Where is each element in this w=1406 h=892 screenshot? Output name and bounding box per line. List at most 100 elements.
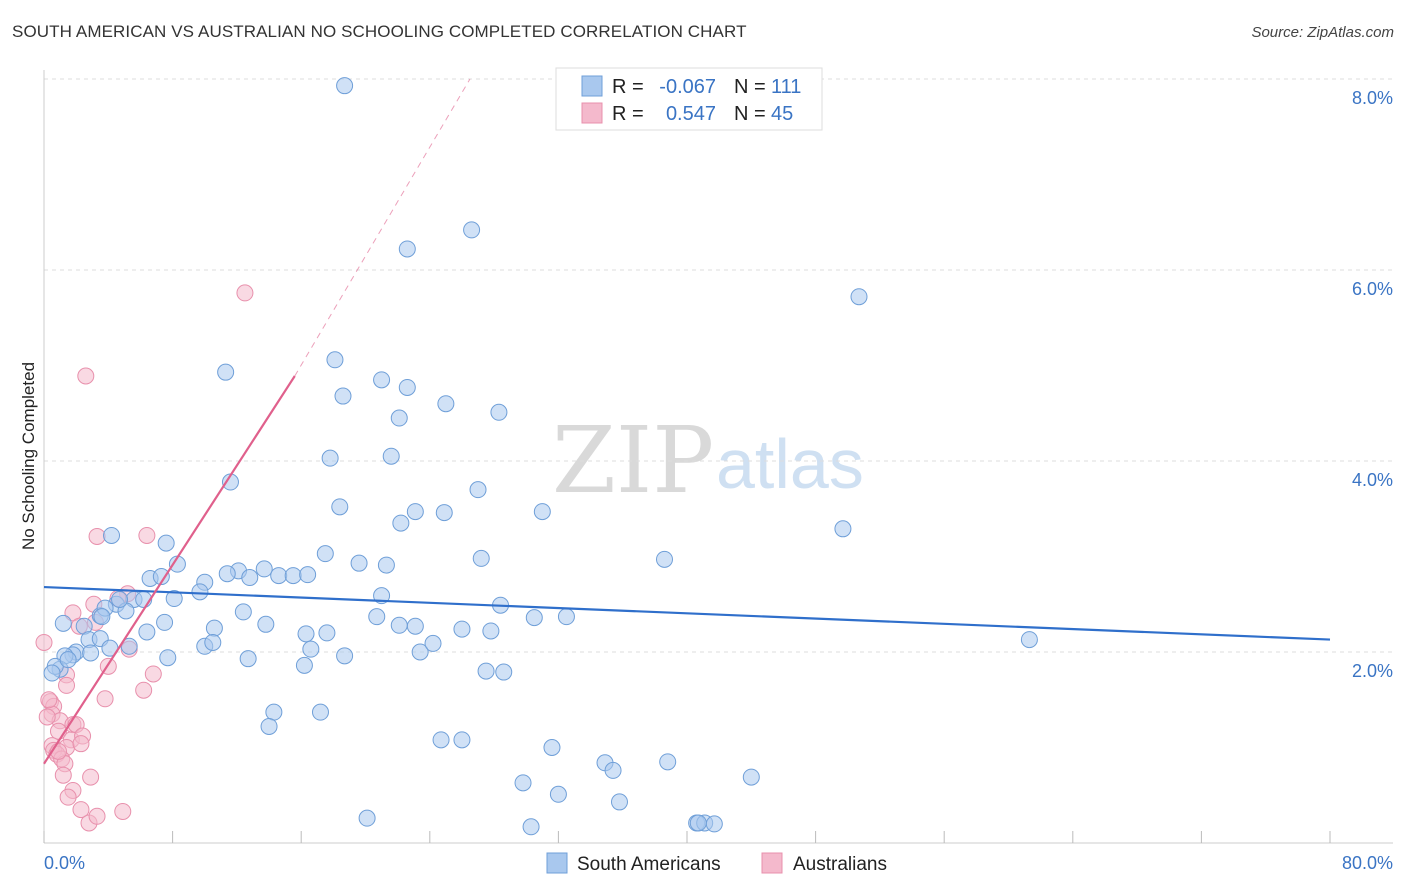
watermark-atlas: atlas bbox=[716, 425, 864, 503]
south-american-point bbox=[318, 624, 336, 642]
south-american-point bbox=[336, 77, 354, 95]
australian-point bbox=[38, 708, 56, 726]
south-american-point bbox=[326, 351, 344, 369]
south-american-point bbox=[424, 634, 442, 652]
legend-n-label: N = bbox=[734, 103, 766, 125]
south-american-point bbox=[54, 614, 72, 632]
south-american-point bbox=[549, 785, 567, 803]
south-american-point bbox=[742, 768, 760, 786]
australian-point bbox=[88, 807, 106, 825]
south-american-point bbox=[316, 545, 334, 563]
series-legend: South Americans Australians bbox=[546, 852, 887, 875]
south-american-point bbox=[495, 663, 513, 681]
australian-point bbox=[35, 633, 53, 651]
south-american-point bbox=[604, 761, 622, 779]
stats-legend: R = -0.067 N = 111 R = 0.547 N = 45 bbox=[555, 67, 823, 131]
south-american-point bbox=[295, 656, 313, 674]
south-american-point bbox=[453, 731, 471, 749]
south-american-point bbox=[390, 616, 408, 634]
australian-point bbox=[54, 766, 72, 784]
south-american-point bbox=[435, 504, 453, 522]
australian-point bbox=[77, 367, 95, 385]
south-american-point bbox=[453, 620, 471, 638]
australian-point bbox=[114, 802, 132, 820]
south-american-point bbox=[257, 615, 275, 633]
south-american-point bbox=[377, 556, 395, 574]
south-american-point bbox=[217, 363, 235, 381]
south-american-point bbox=[156, 613, 174, 631]
south-american-point bbox=[557, 608, 575, 626]
south-american-point bbox=[157, 534, 175, 552]
australian-point bbox=[96, 690, 114, 708]
south-american-point bbox=[437, 395, 455, 413]
australian-point bbox=[58, 676, 76, 694]
australians-points bbox=[35, 284, 254, 832]
south-american-point bbox=[59, 651, 77, 669]
trend-lines bbox=[43, 78, 1331, 765]
south-american-point bbox=[331, 498, 349, 516]
south-american-point bbox=[373, 371, 391, 389]
south-american-point bbox=[490, 403, 508, 421]
australian-point bbox=[144, 665, 162, 683]
legend-r-value: -0.067 bbox=[659, 76, 716, 98]
south-american-point bbox=[411, 643, 429, 661]
y-tick-label: 2.0% bbox=[1352, 661, 1393, 681]
south-american-point bbox=[241, 569, 259, 587]
x-tick-label-min: 0.0% bbox=[44, 853, 85, 873]
legend-r-label: R = bbox=[612, 76, 644, 98]
australian-point bbox=[40, 691, 58, 709]
legend-swatch-pink bbox=[581, 102, 603, 124]
south-american-point bbox=[265, 703, 283, 721]
south-american-point bbox=[463, 221, 481, 239]
australians-trend-extension bbox=[294, 78, 471, 377]
australian-point bbox=[82, 768, 100, 786]
australian-point bbox=[138, 526, 156, 544]
south-american-point bbox=[270, 567, 288, 585]
south-american-point bbox=[406, 503, 424, 521]
south-american-point bbox=[659, 753, 677, 771]
watermark-zip: ZIP bbox=[552, 407, 714, 514]
south-american-point bbox=[138, 623, 156, 641]
south-american-point bbox=[255, 560, 273, 578]
south-american-point bbox=[850, 288, 868, 306]
south-american-point bbox=[43, 664, 61, 682]
south-american-point bbox=[482, 622, 500, 640]
south-americans-points bbox=[43, 77, 1038, 836]
south-american-point bbox=[297, 625, 315, 643]
legend-r-value: 0.547 bbox=[666, 103, 716, 125]
y-tick-label: 6.0% bbox=[1352, 279, 1393, 299]
australian-point bbox=[135, 681, 153, 699]
legend-swatch-blue bbox=[581, 75, 603, 97]
south-american-point bbox=[152, 568, 170, 586]
south-american-point bbox=[469, 481, 487, 499]
south-american-point bbox=[655, 550, 673, 568]
y-tick-label: 4.0% bbox=[1352, 470, 1393, 490]
legend-r-label: R = bbox=[612, 103, 644, 125]
south-american-point bbox=[350, 554, 368, 572]
chart-title: SOUTH AMERICAN VS AUSTRALIAN NO SCHOOLIN… bbox=[12, 22, 747, 41]
legend-n-label: N = bbox=[734, 76, 766, 98]
south-american-point bbox=[159, 649, 177, 667]
south-americans-trend-line bbox=[43, 585, 1331, 641]
south-american-point bbox=[82, 644, 100, 662]
y-tick-labels: 2.0% 4.0% 6.0% 8.0% bbox=[1352, 88, 1393, 681]
australian-point bbox=[59, 788, 77, 806]
south-american-point bbox=[311, 703, 329, 721]
south-american-point bbox=[514, 774, 532, 792]
south-american-point bbox=[302, 640, 320, 658]
south-american-point bbox=[93, 608, 111, 626]
south-americans-legend-label: South Americans bbox=[577, 854, 721, 875]
australian-point bbox=[72, 735, 90, 753]
south-american-point bbox=[398, 240, 416, 258]
south-american-point bbox=[705, 815, 723, 833]
x-tick-label-max: 80.0% bbox=[1342, 853, 1393, 873]
south-american-point bbox=[239, 650, 257, 668]
south-american-point bbox=[382, 447, 400, 465]
south-american-point bbox=[477, 662, 495, 680]
south-american-point bbox=[204, 633, 222, 651]
south-american-point bbox=[522, 818, 540, 836]
south-american-point bbox=[432, 731, 450, 749]
south-american-point bbox=[689, 814, 707, 832]
australians-swatch bbox=[761, 852, 783, 874]
